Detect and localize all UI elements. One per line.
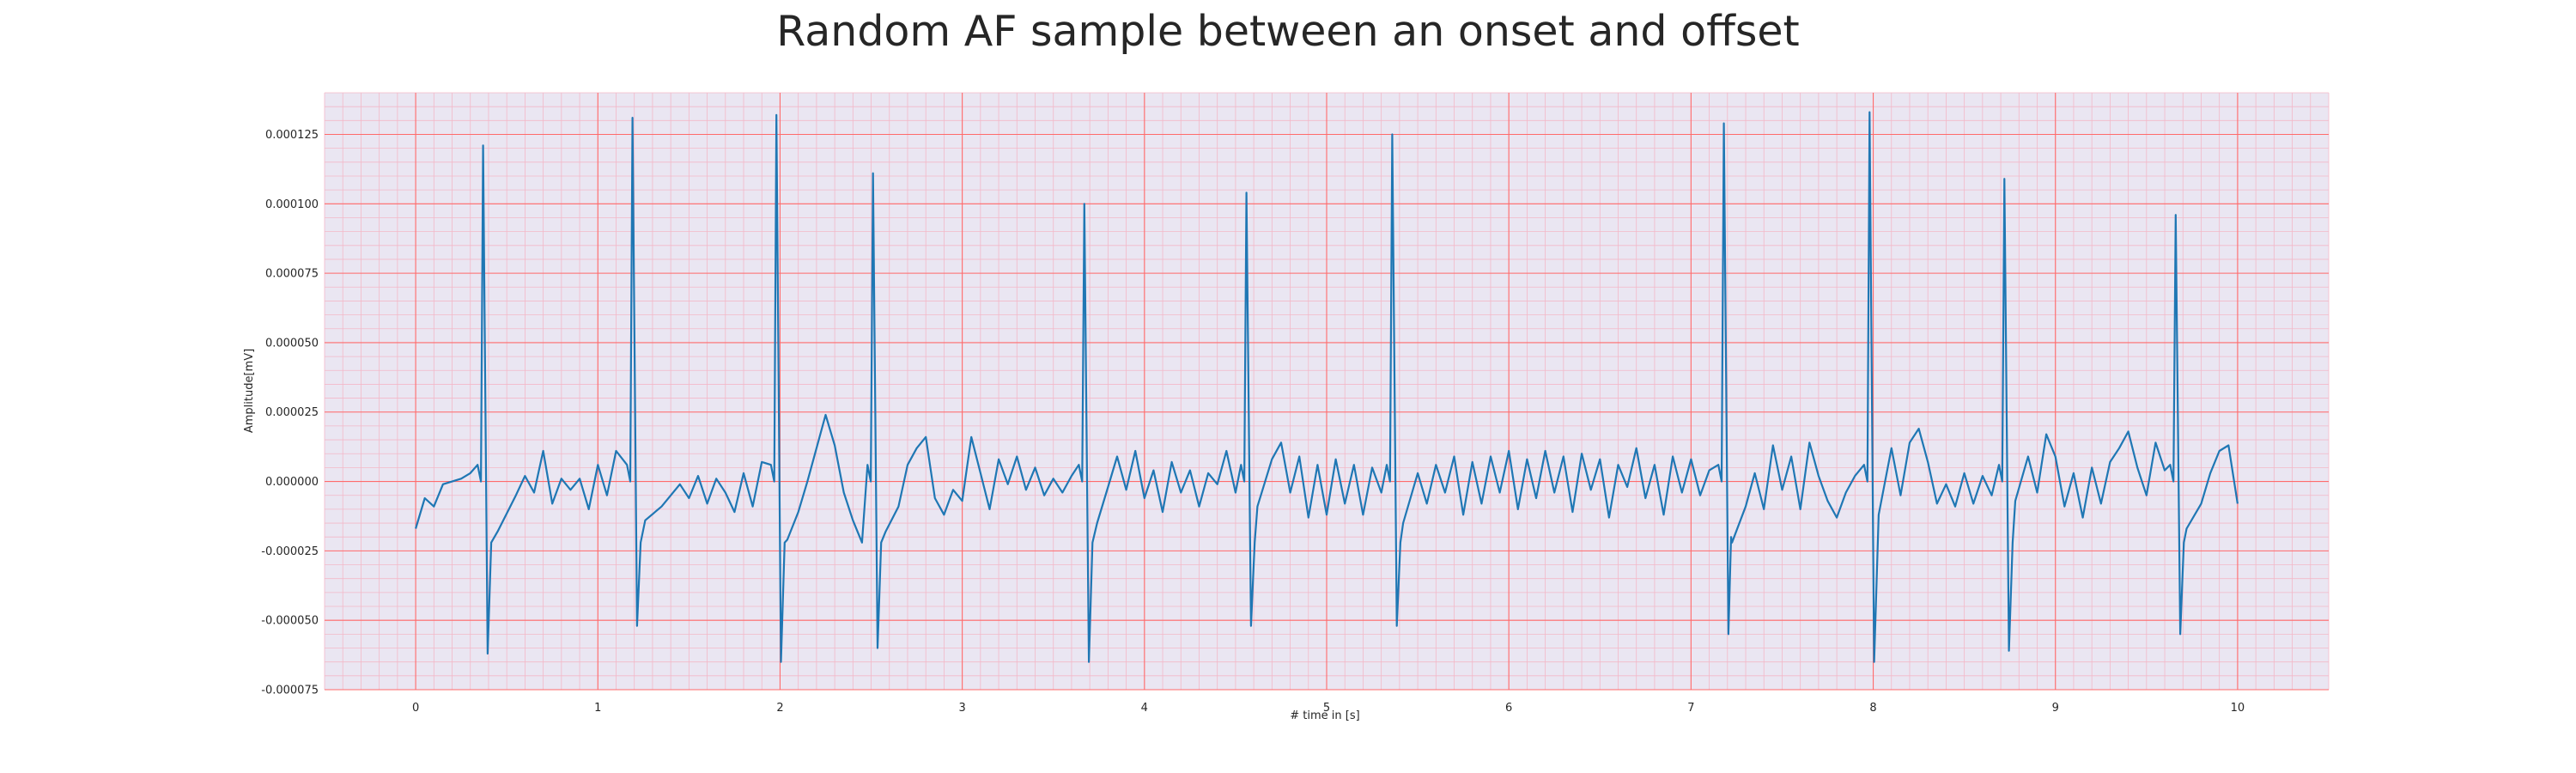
- y-tick-label: -0.000050: [261, 615, 319, 628]
- chart-title: Random AF sample between an onset and of…: [776, 7, 1800, 56]
- x-tick-label: 9: [2052, 702, 2059, 715]
- x-tick-label: 1: [594, 702, 601, 715]
- ecg-series-line: [415, 111, 2239, 663]
- plot-area: 0 1 2 3 4 5 6 7 8 9 10 -0.000075 -0.000050 -0.000025 0…: [261, 92, 2330, 715]
- x-tick-label: 10: [2231, 702, 2245, 715]
- x-tick-label: 3: [958, 702, 965, 715]
- y-tick-label: 0.000025: [265, 406, 319, 419]
- y-tick-label: -0.000075: [261, 685, 319, 697]
- x-tick-label: 5: [1323, 702, 1330, 715]
- x-tick-label: 2: [776, 702, 783, 715]
- y-axis-label: Amplitude[mV]: [243, 349, 256, 433]
- y-tick-label: 0.000000: [265, 476, 319, 489]
- x-axis-label: # time in [s]: [1290, 709, 1359, 722]
- x-tick-label: 7: [1687, 702, 1694, 715]
- x-tick-label: 6: [1505, 702, 1512, 715]
- x-tick-label: 8: [1869, 702, 1876, 715]
- y-tick-label: -0.000025: [261, 545, 319, 558]
- x-tick-label: 0: [412, 702, 419, 715]
- y-tick-label: 0.000050: [265, 337, 319, 350]
- y-tick-label: 0.000100: [265, 198, 319, 211]
- x-tick-label: 4: [1141, 702, 1148, 715]
- y-tick-label: 0.000075: [265, 268, 319, 281]
- y-tick-label: 0.000125: [265, 129, 319, 142]
